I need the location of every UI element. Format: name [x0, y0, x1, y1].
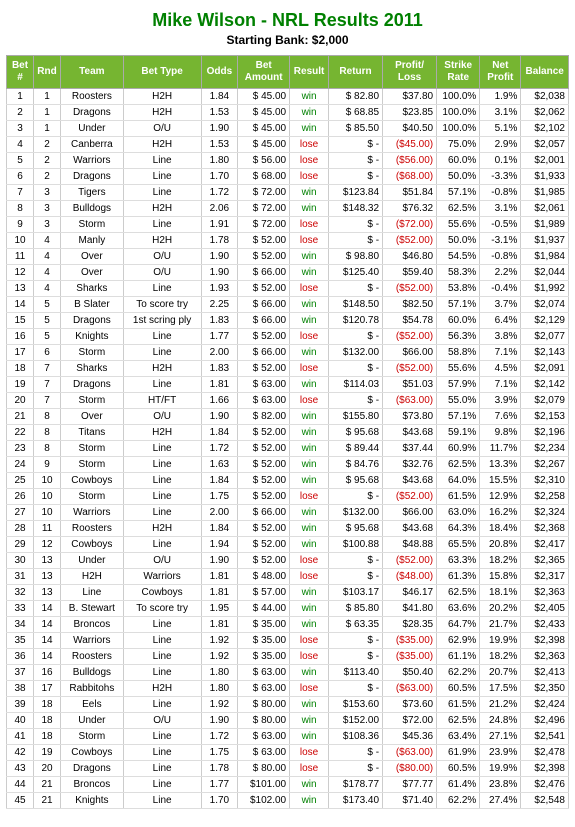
table-row: 21DragonsH2H1.53$ 45.00win$ 68.85$23.851…: [7, 105, 569, 121]
table-row: 4320DragonsLine1.78$ 80.00lose$ -($80.00…: [7, 761, 569, 777]
table-row: 2510CowboysLine1.84$ 52.00win$ 95.68$43.…: [7, 473, 569, 489]
table-row: 238StormLine1.72$ 52.00win$ 89.44$37.446…: [7, 441, 569, 457]
table-row: 4018UnderO/U1.90$ 80.00win$152.00$72.006…: [7, 713, 569, 729]
table-row: 3614RoostersLine1.92$ 35.00lose$ -($35.0…: [7, 649, 569, 665]
table-row: 165KnightsLine1.77$ 52.00lose$ -($52.00)…: [7, 329, 569, 345]
table-row: 4118StormLine1.72$ 63.00win$108.36$45.36…: [7, 729, 569, 745]
col-header: StrikeRate: [437, 56, 480, 89]
col-header: Result: [290, 56, 329, 89]
table-row: 62DragonsLine1.70$ 68.00lose$ -($68.00)5…: [7, 169, 569, 185]
table-row: 11RoostersH2H1.84$ 45.00win$ 82.80$37.80…: [7, 89, 569, 105]
table-row: 52WarriorsLine1.80$ 56.00lose$ -($56.00)…: [7, 153, 569, 169]
table-row: 3113H2HWarriors1.81$ 48.00lose$ -($48.00…: [7, 569, 569, 585]
table-row: 83BulldogsH2H2.06$ 72.00win$148.32$76.32…: [7, 201, 569, 217]
table-row: 2811RoostersH2H1.84$ 52.00win$ 95.68$43.…: [7, 521, 569, 537]
table-row: 3314B. StewartTo score try1.95$ 44.00win…: [7, 601, 569, 617]
table-row: 104ManlyH2H1.78$ 52.00lose$ -($52.00)50.…: [7, 233, 569, 249]
table-row: 249StormLine1.63$ 52.00win$ 84.76$32.766…: [7, 457, 569, 473]
col-header: Odds: [201, 56, 238, 89]
col-header: BetAmount: [238, 56, 290, 89]
col-header: NetProfit: [480, 56, 521, 89]
table-row: 187SharksH2H1.83$ 52.00lose$ -($52.00)55…: [7, 361, 569, 377]
table-row: 3414BroncosLine1.81$ 35.00win$ 63.35$28.…: [7, 617, 569, 633]
table-row: 3514WarriorsLine1.92$ 35.00lose$ -($35.0…: [7, 633, 569, 649]
table-row: 3918EelsLine1.92$ 80.00win$153.60$73.606…: [7, 697, 569, 713]
col-header: Bet Type: [123, 56, 201, 89]
table-row: 3817RabbitohsH2H1.80$ 63.00lose$ -($63.0…: [7, 681, 569, 697]
table-header-row: Bet#RndTeamBet TypeOddsBetAmountResultRe…: [7, 56, 569, 89]
col-header: Bet#: [7, 56, 34, 89]
page-subtitle: Starting Bank: $2,000: [6, 33, 569, 47]
table-row: 42CanberraH2H1.53$ 45.00lose$ -($45.00)7…: [7, 137, 569, 153]
col-header: Profit/Loss: [383, 56, 437, 89]
table-row: 4521KnightsLine1.70$102.00win$173.40$71.…: [7, 793, 569, 809]
page-title: Mike Wilson - NRL Results 2011: [6, 10, 569, 31]
col-header: Balance: [521, 56, 569, 89]
table-row: 134SharksLine1.93$ 52.00lose$ -($52.00)5…: [7, 281, 569, 297]
table-row: 4219CowboysLine1.75$ 63.00lose$ -($63.00…: [7, 745, 569, 761]
table-row: 31UnderO/U1.90$ 45.00win$ 85.50$40.50100…: [7, 121, 569, 137]
table-row: 2710WarriorsLine2.00$ 66.00win$132.00$66…: [7, 505, 569, 521]
table-row: 218OverO/U1.90$ 82.00win$155.80$73.8057.…: [7, 409, 569, 425]
col-header: Team: [61, 56, 124, 89]
results-table: Bet#RndTeamBet TypeOddsBetAmountResultRe…: [6, 55, 569, 809]
table-row: 176StormLine2.00$ 66.00win$132.00$66.005…: [7, 345, 569, 361]
table-row: 197DragonsLine1.81$ 63.00win$114.03$51.0…: [7, 377, 569, 393]
table-row: 114OverO/U1.90$ 52.00win$ 98.80$46.8054.…: [7, 249, 569, 265]
table-row: 155Dragons1st scring ply1.83$ 66.00win$1…: [7, 313, 569, 329]
table-row: 207StormHT/FT1.66$ 63.00lose$ -($63.00)5…: [7, 393, 569, 409]
table-row: 3013UnderO/U1.90$ 52.00lose$ -($52.00)63…: [7, 553, 569, 569]
table-row: 228TitansH2H1.84$ 52.00win$ 95.68$43.685…: [7, 425, 569, 441]
col-header: Rnd: [34, 56, 61, 89]
table-row: 73TigersLine1.72$ 72.00win$123.84$51.845…: [7, 185, 569, 201]
table-row: 2610StormLine1.75$ 52.00lose$ -($52.00)6…: [7, 489, 569, 505]
table-row: 4421BroncosLine1.77$101.00win$178.77$77.…: [7, 777, 569, 793]
table-row: 2912CowboysLine1.94$ 52.00win$100.88$48.…: [7, 537, 569, 553]
table-row: 124OverO/U1.90$ 66.00win$125.40$59.4058.…: [7, 265, 569, 281]
table-row: 3213LineCowboys1.81$ 57.00win$103.17$46.…: [7, 585, 569, 601]
table-row: 3716BulldogsLine1.80$ 63.00win$113.40$50…: [7, 665, 569, 681]
table-row: 93StormLine1.91$ 72.00lose$ -($72.00)55.…: [7, 217, 569, 233]
table-row: 145B SlaterTo score try2.25$ 66.00win$14…: [7, 297, 569, 313]
col-header: Return: [329, 56, 383, 89]
